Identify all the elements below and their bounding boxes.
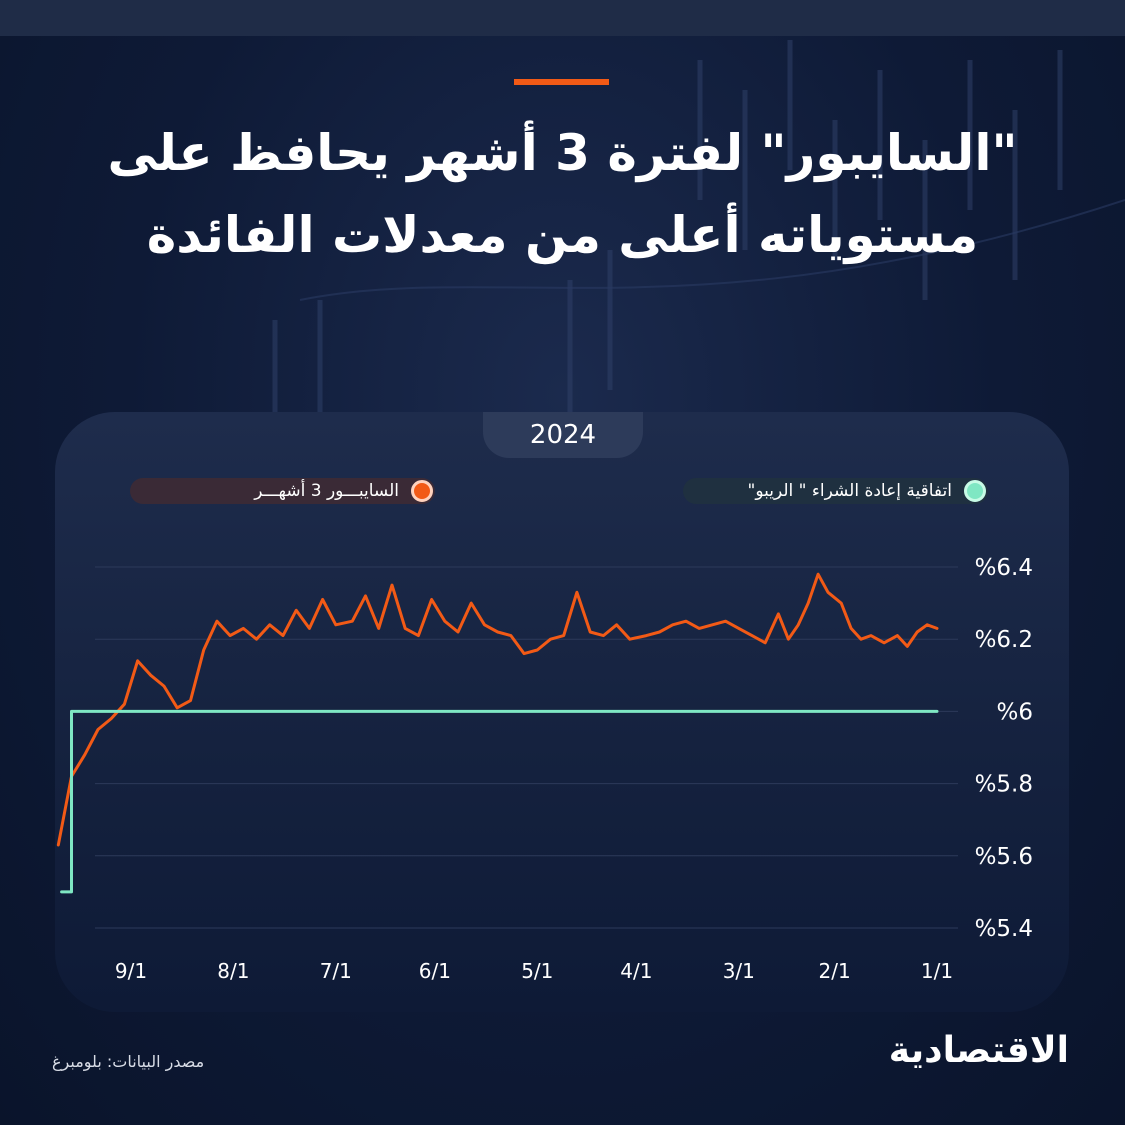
- title-line-2: مستوياته أعلى من معدلات الفائدة: [146, 206, 979, 264]
- y-tick-label: %6.2: [975, 627, 1033, 653]
- x-tick-label: 4/1: [620, 959, 652, 983]
- x-tick-label: 3/1: [723, 959, 755, 983]
- y-tick-label: %5.6: [975, 844, 1033, 870]
- x-tick-label: 6/1: [419, 959, 451, 983]
- title-line-1: "السايبور" لفترة 3 أشهر يحافظ على: [107, 124, 1018, 182]
- x-tick-label: 1/1: [921, 959, 953, 983]
- legend-saibor-label: السايبـــور 3 أشهـــر: [254, 481, 399, 501]
- top-strip: [0, 0, 1125, 36]
- repo-line: [60, 709, 939, 894]
- x-tick-label: 2/1: [819, 959, 851, 983]
- legend-repo: اتفاقية إعادة الشراء " الريبو": [683, 478, 988, 504]
- x-tick-label: 8/1: [217, 959, 249, 983]
- x-tick-label: 5/1: [521, 959, 553, 983]
- year-label: 2024: [483, 412, 643, 458]
- legend-saibor-swatch: [411, 480, 433, 502]
- y-tick-label: %5.8: [975, 772, 1033, 798]
- legend-repo-swatch: [964, 480, 986, 502]
- x-tick-label: 7/1: [320, 959, 352, 983]
- data-source: مصدر البيانات: بلومبرغ: [52, 1052, 205, 1071]
- y-tick-label: %6: [997, 699, 1034, 725]
- y-tick-label: %5.4: [975, 916, 1033, 942]
- y-tick-label: %6.4: [975, 555, 1033, 581]
- background-candlestick-decoration: [272, 40, 1125, 440]
- legend-saibor: السايبـــور 3 أشهـــر: [130, 478, 435, 504]
- page-title: "السايبور" لفترة 3 أشهر يحافظ على مستويا…: [40, 112, 1085, 276]
- saibor-line: [56, 572, 939, 847]
- brand-logo: الاقتصادية: [888, 1030, 1069, 1071]
- x-tick-label: 9/1: [115, 959, 147, 983]
- legend-repo-label: اتفاقية إعادة الشراء " الريبو": [747, 481, 952, 501]
- title-accent-bar: [514, 79, 609, 85]
